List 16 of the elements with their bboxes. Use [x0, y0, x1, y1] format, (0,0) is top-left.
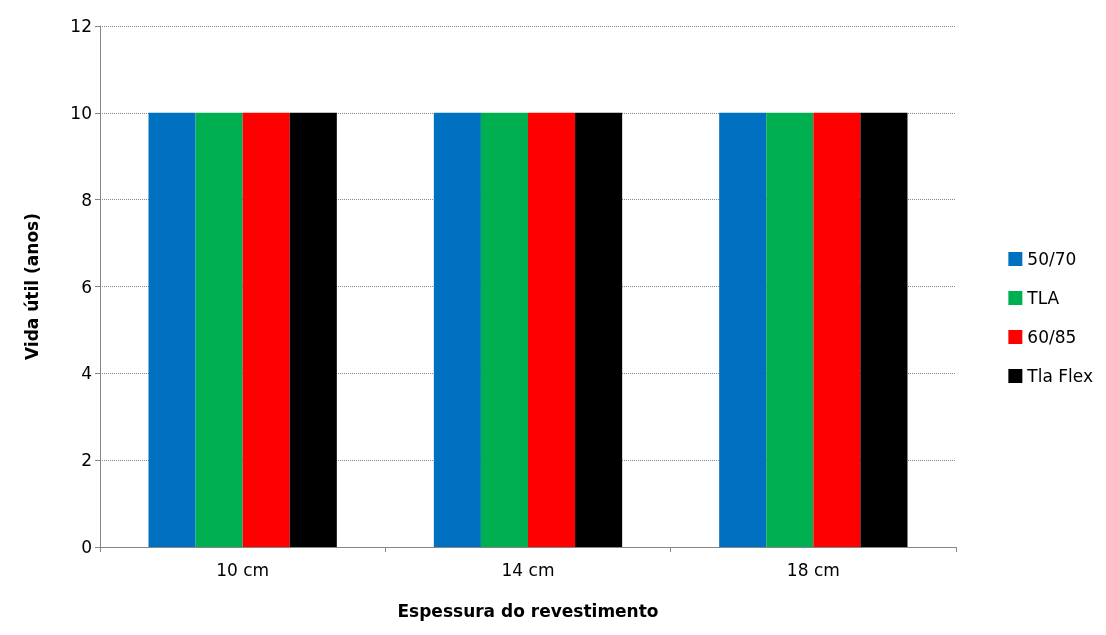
legend-label: TLA	[1026, 288, 1060, 308]
x-tick-label: 18 cm	[786, 559, 840, 580]
y-tick-label: 0	[81, 537, 92, 557]
x-tick-label: 10 cm	[216, 559, 270, 580]
legend-label: 60/85	[1027, 327, 1077, 347]
y-tick-label: 8	[81, 189, 92, 210]
y-tick-label: 12	[70, 16, 92, 36]
y-tick-label: 2	[81, 450, 92, 471]
legend-label: 50/70	[1027, 249, 1077, 269]
y-tick-label: 4	[81, 363, 92, 384]
legend-label: Tla Flex	[1026, 366, 1094, 386]
x-tick-label: 14 cm	[501, 559, 555, 580]
y-tick-label: 6	[81, 276, 92, 297]
x-axis-title: Espessura do revestimento	[397, 600, 659, 621]
y-tick-label: 10	[70, 102, 92, 123]
y-axis-title: Vida útil (anos)	[21, 213, 42, 360]
